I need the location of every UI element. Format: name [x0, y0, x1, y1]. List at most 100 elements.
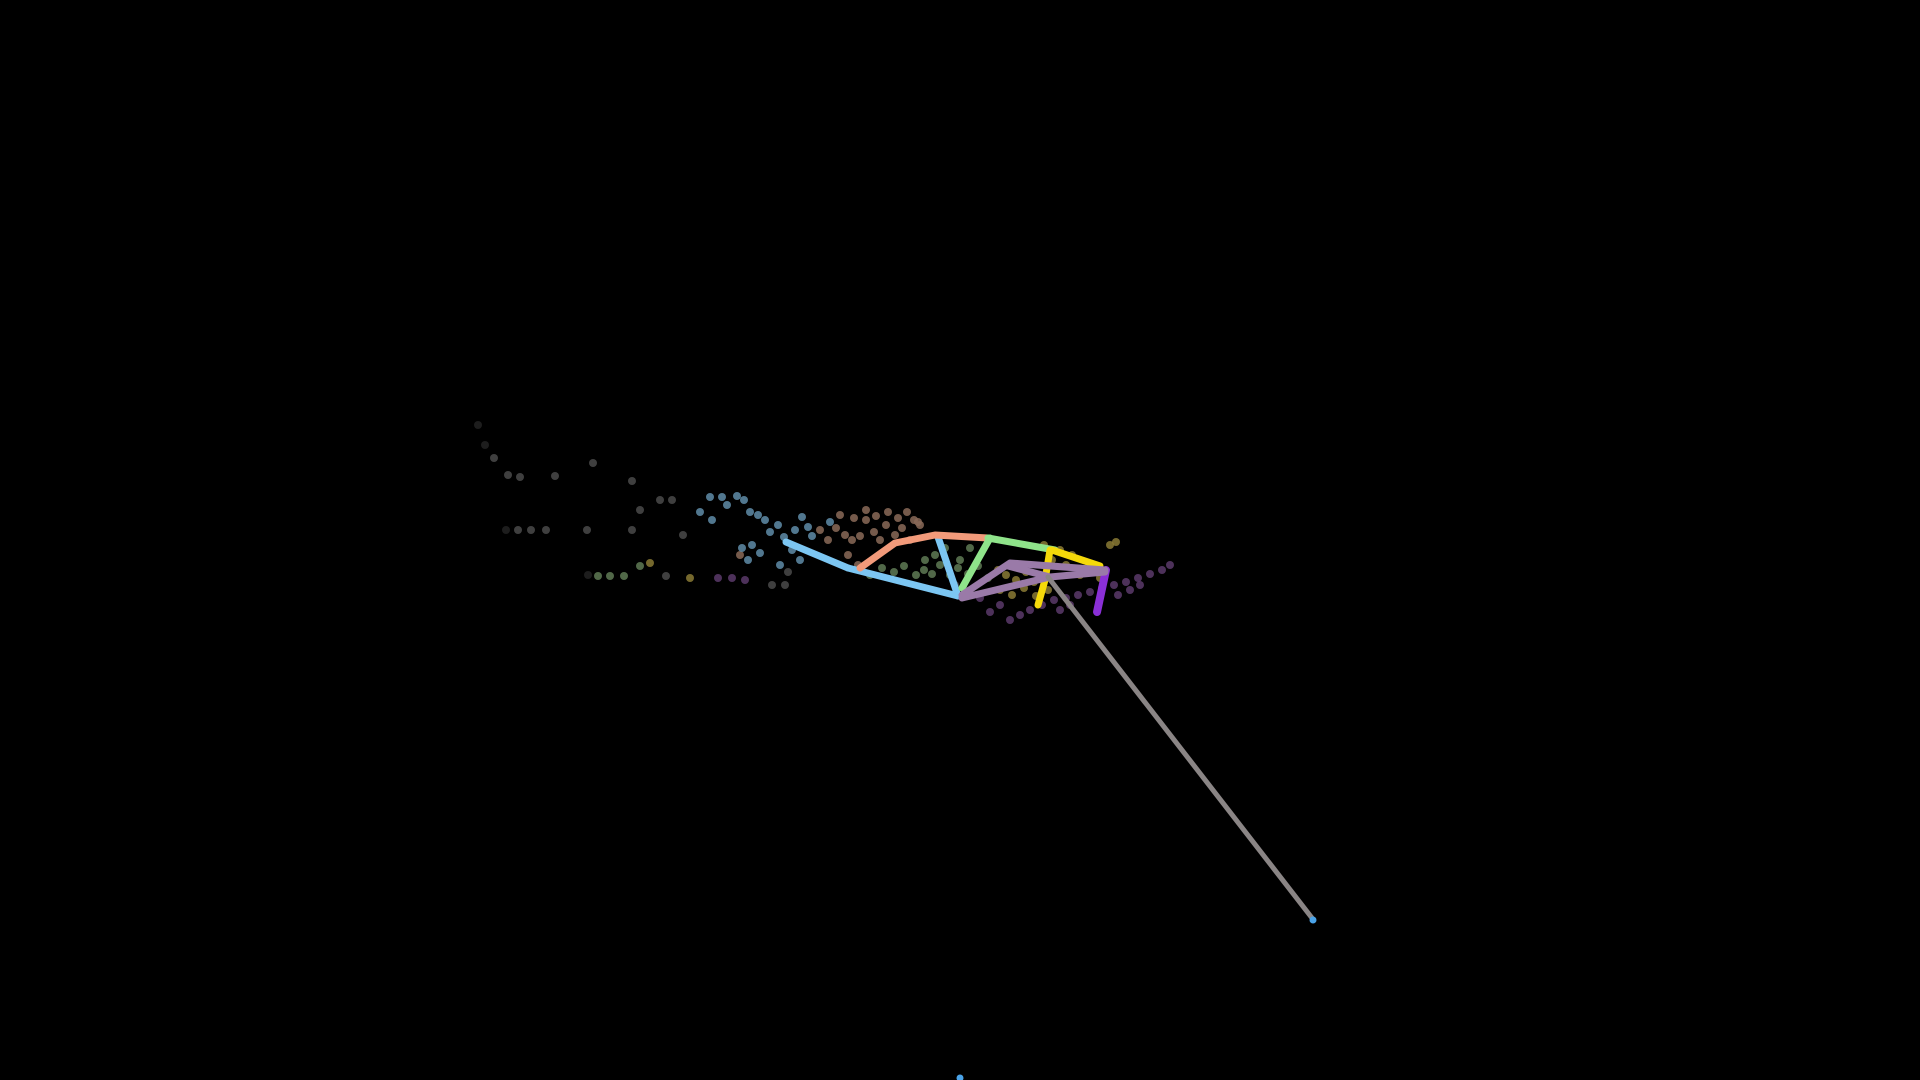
- trail-point: [620, 572, 628, 580]
- trail-point: [589, 459, 597, 467]
- skeleton-bone: [844, 564, 962, 600]
- trail-point: [1158, 566, 1166, 574]
- trail-point: [826, 518, 834, 526]
- trail-point: [841, 531, 849, 539]
- trail-point: [706, 493, 714, 501]
- trail-point: [696, 508, 704, 516]
- trail-point: [882, 521, 890, 529]
- trail-point: [791, 526, 799, 534]
- trail-point: [527, 526, 535, 534]
- skeleton-bone: [934, 533, 962, 600]
- trail-point: [714, 574, 722, 582]
- trail-point: [746, 508, 754, 516]
- trail-point: [844, 551, 852, 559]
- trail-point: [1006, 616, 1014, 624]
- trail-point: [583, 526, 591, 534]
- trail-point: [754, 511, 762, 519]
- trail-point: [662, 572, 670, 580]
- trail-point: [891, 531, 899, 539]
- trail-point: [798, 513, 806, 521]
- trail-point: [1126, 586, 1134, 594]
- trail-point: [894, 514, 902, 522]
- trail-point: [966, 544, 974, 552]
- trail-point: [1008, 591, 1016, 599]
- trail-point: [736, 551, 744, 559]
- trail-point: [679, 531, 687, 539]
- skeleton-joints: [956, 916, 1317, 1080]
- trail-point: [956, 556, 964, 564]
- trail-point: [1134, 574, 1142, 582]
- motion-trail-points: [474, 421, 1174, 624]
- trail-point: [1136, 581, 1144, 589]
- trail-point: [516, 473, 524, 481]
- trail-point: [1026, 606, 1034, 614]
- skeleton-joint: [1309, 916, 1317, 924]
- trail-point: [776, 561, 784, 569]
- trail-point: [928, 570, 936, 578]
- skeleton-bone: [856, 531, 992, 572]
- trail-point: [1112, 538, 1120, 546]
- trail-point: [774, 521, 782, 529]
- trail-point: [796, 556, 804, 564]
- trail-point: [836, 511, 844, 519]
- trail-point: [481, 441, 489, 449]
- trail-point: [1122, 578, 1130, 586]
- trail-point: [723, 501, 731, 509]
- trail-point: [1074, 591, 1082, 599]
- trail-point: [876, 536, 884, 544]
- trail-point: [848, 536, 856, 544]
- trail-point: [781, 581, 789, 589]
- trail-point: [1016, 611, 1024, 619]
- trail-point: [808, 532, 816, 540]
- trail-point: [756, 549, 764, 557]
- skeleton-bones: [782, 531, 1315, 921]
- trail-point: [921, 556, 929, 564]
- trail-point: [748, 541, 756, 549]
- trail-point: [816, 526, 824, 534]
- trail-point: [910, 516, 918, 524]
- trail-point: [686, 574, 694, 582]
- trail-point: [628, 526, 636, 534]
- trail-point: [1114, 591, 1122, 599]
- trail-point: [744, 556, 752, 564]
- trail-point: [741, 576, 749, 584]
- trail-point: [668, 496, 676, 504]
- skeleton-bone: [1048, 546, 1104, 570]
- trail-point: [708, 516, 716, 524]
- trail-point: [728, 574, 736, 582]
- trail-point: [1166, 561, 1174, 569]
- trail-point: [856, 532, 864, 540]
- trail-point: [738, 544, 746, 552]
- skeleton-bone: [958, 534, 994, 592]
- trail-point: [656, 496, 664, 504]
- trail-point: [916, 521, 924, 529]
- skeleton-bone: [984, 534, 1059, 554]
- trail-point: [502, 526, 510, 534]
- trail-point: [740, 496, 748, 504]
- trail-point: [474, 421, 482, 429]
- trail-point: [898, 524, 906, 532]
- trail-point: [954, 564, 962, 572]
- trail-point: [931, 551, 939, 559]
- trail-point: [636, 562, 644, 570]
- trail-point: [514, 526, 522, 534]
- trail-point: [862, 506, 870, 514]
- trail-point: [551, 472, 559, 480]
- trail-point: [718, 493, 726, 501]
- trail-point: [884, 508, 892, 516]
- skeleton-bone: [1004, 562, 1054, 581]
- trail-point: [1056, 606, 1064, 614]
- trail-point: [1106, 541, 1114, 549]
- trail-point: [542, 526, 550, 534]
- trail-point: [872, 512, 880, 520]
- trail-point: [996, 601, 1004, 609]
- trail-point: [1050, 596, 1058, 604]
- trail-point: [766, 528, 774, 536]
- trail-point: [890, 568, 898, 576]
- trail-point: [628, 477, 636, 485]
- trail-point: [1146, 570, 1154, 578]
- trail-point: [504, 471, 512, 479]
- skeleton-bone: [782, 538, 852, 572]
- trail-point: [584, 571, 592, 579]
